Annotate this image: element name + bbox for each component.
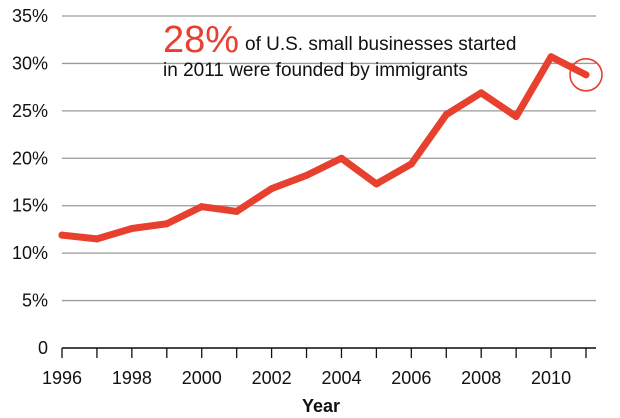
annotation-highlight: 28% xyxy=(163,19,239,61)
data-point xyxy=(407,160,415,168)
highlight-ring xyxy=(569,58,603,92)
annotation-line2: in 2011 were founded by immigrants xyxy=(163,60,468,81)
x-tick-label: 2008 xyxy=(461,368,501,388)
data-point xyxy=(442,111,450,119)
y-tick-label: 25% xyxy=(12,101,48,121)
y-tick-label: 0 xyxy=(38,338,48,358)
data-point xyxy=(198,203,206,211)
y-axis: 0 5% 10% 15% 20% 25% 30% 35% xyxy=(12,6,48,358)
data-point xyxy=(268,185,276,193)
x-tick-label: 2000 xyxy=(182,368,222,388)
data-point xyxy=(582,71,590,79)
gridlines xyxy=(62,15,596,349)
annotation-line1: of U.S. small businesses started xyxy=(245,34,516,55)
x-tick-label: 1998 xyxy=(112,368,152,388)
y-tick-label: 30% xyxy=(12,53,48,73)
data-point xyxy=(93,235,101,243)
series-group xyxy=(58,53,603,243)
x-tick-label: 2010 xyxy=(531,368,571,388)
y-tick-label: 10% xyxy=(12,243,48,263)
x-tick-label: 2006 xyxy=(391,368,431,388)
y-tick-label: 20% xyxy=(12,148,48,168)
data-point xyxy=(303,171,311,179)
x-axis-title: Year xyxy=(302,396,340,416)
data-point xyxy=(547,53,555,61)
series-line xyxy=(58,53,590,243)
x-tick-label: 2002 xyxy=(252,368,292,388)
data-point xyxy=(337,154,345,162)
data-point xyxy=(233,207,241,215)
data-point xyxy=(163,220,171,228)
x-tick-label: 1996 xyxy=(42,368,82,388)
y-tick-label: 5% xyxy=(22,291,48,311)
x-tick-label: 2004 xyxy=(321,368,361,388)
data-point xyxy=(128,224,136,232)
x-axis: 1996 1998 2000 2002 2004 2006 2008 2010 xyxy=(42,347,596,388)
data-point xyxy=(512,113,520,121)
y-tick-label: 15% xyxy=(12,196,48,216)
data-point xyxy=(477,89,485,97)
y-tick-label: 35% xyxy=(12,6,48,26)
data-point xyxy=(372,180,380,188)
data-point xyxy=(58,231,66,239)
